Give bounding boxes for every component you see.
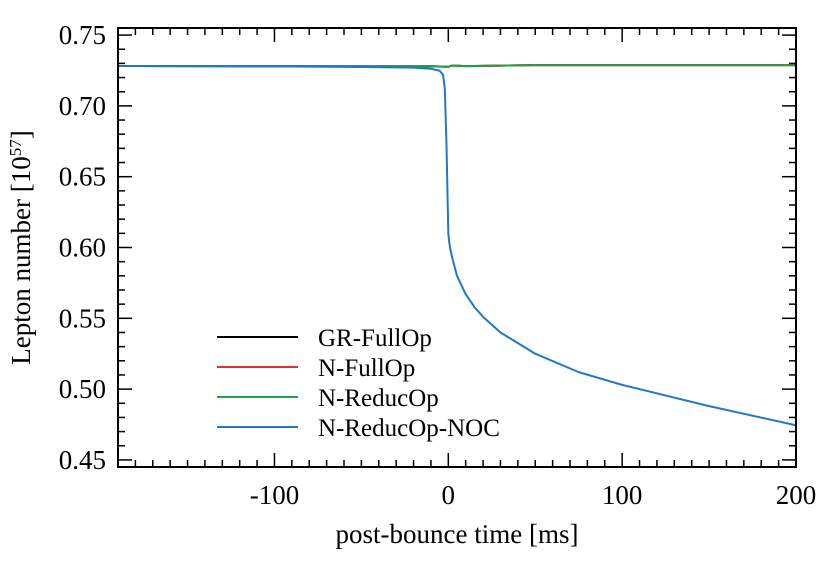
legend-label: N-FullOp [318,355,415,382]
axis-ticks [117,28,797,467]
legend-label: N-ReducOp [318,385,439,412]
y-tick-label: 0.70 [59,91,106,121]
y-tick-label: 0.75 [59,20,106,50]
legend-item: N-ReducOp-NOC [217,415,500,442]
legend-item: N-FullOp [217,355,415,382]
x-tick-label: 200 [776,480,817,510]
series-line-n-reducop-noc [118,64,796,427]
y-tick-label: 0.55 [59,303,106,333]
legend: GR-FullOp N-FullOp N-ReducOp N-ReducOp-NOC [217,325,500,442]
x-tick-label: -100 [250,480,300,510]
series-group [118,64,796,427]
legend-label: GR-FullOp [318,325,432,352]
x-axis-title: post-bounce time [ms] [336,519,579,549]
y-axis-title: Lepton number [1057] [6,130,37,364]
y-tick-label: 0.45 [59,445,106,475]
y-axis-title-exponent: 57 [6,139,25,157]
y-tick-label: 0.60 [59,233,106,263]
y-tick-label: 0.65 [59,162,106,192]
y-axis-title-main: Lepton number [10 [6,156,36,364]
tick-labels: -100 0 100 200 0.45 0.50 0.55 0.60 0.65 0.70 0.75 [59,20,817,510]
legend-label: N-ReducOp-NOC [318,415,500,442]
x-tick-label: 100 [602,480,643,510]
legend-item: GR-FullOp [217,325,432,352]
legend-item: N-ReducOp [217,385,439,412]
y-tick-label: 0.50 [59,374,106,404]
y-axis-title-end: ] [6,130,36,139]
x-tick-label: 0 [442,480,456,510]
plot-frame [117,27,797,468]
